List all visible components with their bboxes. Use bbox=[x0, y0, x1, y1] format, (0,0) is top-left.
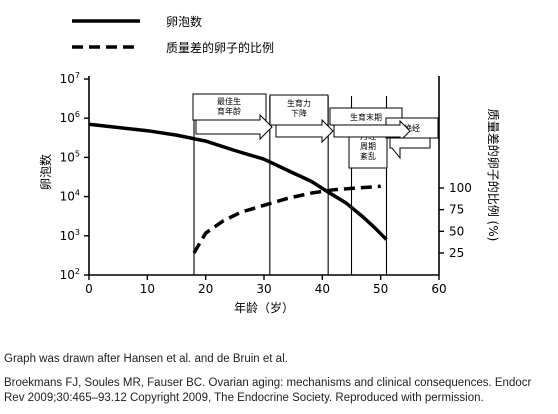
y-left-tick-label-5: 103 bbox=[60, 228, 80, 243]
y-left-tick-label-6: 102 bbox=[60, 267, 80, 282]
stage-label-3-line-1: 生育末期 bbox=[350, 112, 382, 122]
x-tick-label-3: 20 bbox=[198, 282, 213, 296]
stage-label-1-line-1: 最佳生 bbox=[217, 96, 241, 106]
y-left-tick-label-1: 107 bbox=[60, 71, 80, 86]
x-axis-label: 年龄（岁） bbox=[234, 300, 294, 315]
stage-label-4-line-3: 紊乱 bbox=[360, 151, 376, 161]
series-line-1 bbox=[88, 122, 388, 241]
stage-box-1 bbox=[192, 93, 267, 121]
citation-line-2: Rev 2009;30:465–93.12 Copyright 2009, Th… bbox=[4, 392, 484, 404]
citation-line-1: Broekmans FJ, Soules MR, Fauser BC. Ovar… bbox=[4, 377, 532, 389]
y-axis-label-left: 卵泡数 bbox=[38, 154, 53, 190]
stage-arrow-1 bbox=[195, 113, 273, 141]
source-note: Graph was drawn after Hansen et al. and … bbox=[4, 353, 288, 365]
legend-label-2: 质量差的卵子的比例 bbox=[166, 40, 274, 55]
y-right-tick-label-1: 100 bbox=[449, 181, 472, 195]
x-tick-label-1: 0 bbox=[85, 282, 93, 296]
y-right-tick-label-4: 25 bbox=[449, 246, 464, 260]
stage-arrow-2 bbox=[275, 118, 334, 144]
series-line-2 bbox=[192, 184, 381, 254]
x-tick-label-7: 60 bbox=[431, 282, 446, 296]
legend-label-1: 卵泡数 bbox=[166, 14, 202, 29]
y-left-tick-label-3: 105 bbox=[60, 149, 80, 164]
stage-arrow-4 bbox=[389, 137, 431, 160]
stage-box-2 bbox=[269, 94, 329, 126]
stage-label-5-line-1: 绝经 bbox=[404, 123, 420, 133]
x-tick-label-6: 50 bbox=[373, 282, 388, 296]
citation: Broekmans FJ, Soules MR, Fauser BC. Ovar… bbox=[4, 376, 531, 406]
chart: 卵泡数质量差的卵子的比例最佳生育年龄生育力下降生育末期月经周期紊乱绝经01020… bbox=[38, 14, 501, 315]
stage-label-1-line-2: 育年龄 bbox=[217, 106, 241, 116]
y-axis-label-right: 质量差的卵子的比例 (%) bbox=[486, 109, 501, 242]
stage-label-2-line-1: 生育力 bbox=[287, 98, 311, 108]
y-left-tick-label-4: 104 bbox=[60, 189, 80, 204]
stage-arrow-3 bbox=[333, 119, 411, 143]
x-tick-label-5: 40 bbox=[315, 282, 330, 296]
x-tick-label-2: 10 bbox=[140, 282, 155, 296]
stage-label-4-line-2: 周期 bbox=[360, 142, 376, 151]
stage-label-2-line-2: 下降 bbox=[291, 108, 307, 118]
x-tick-label-4: 30 bbox=[256, 282, 271, 296]
y-left-tick-label-2: 106 bbox=[60, 110, 80, 125]
y-right-tick-label-2: 75 bbox=[449, 203, 464, 217]
y-right-tick-label-3: 50 bbox=[449, 224, 464, 238]
